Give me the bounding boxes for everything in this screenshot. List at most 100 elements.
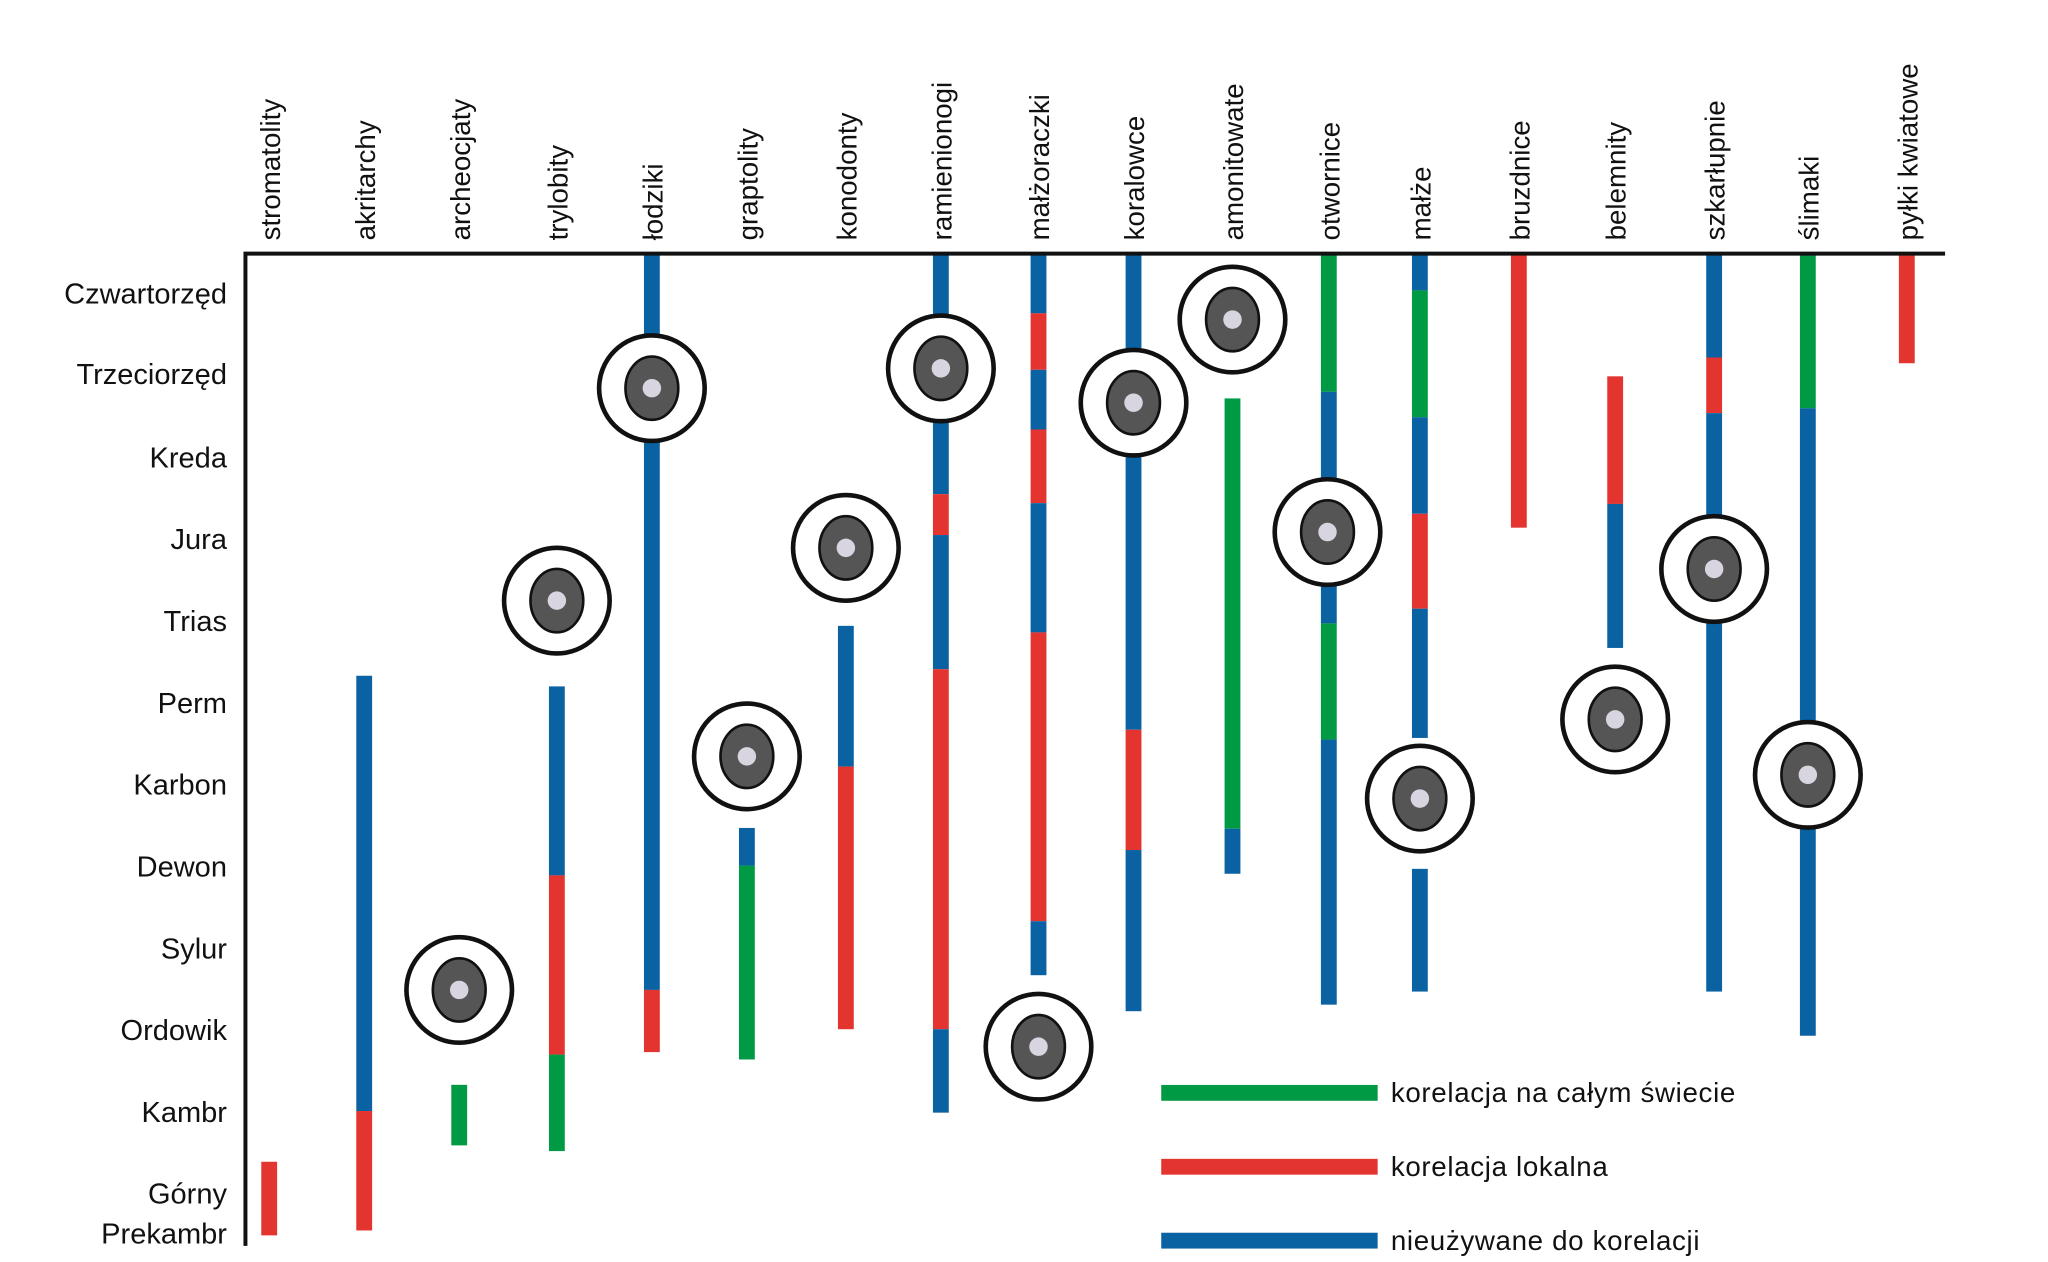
bar-segment-global	[451, 1084, 468, 1146]
ostracod-icon	[983, 991, 1094, 1102]
bar-segment-local	[1510, 253, 1527, 528]
column-label: belemnity	[1601, 122, 1632, 241]
bar-segment-local	[548, 875, 565, 1055]
column-label: konodonty	[831, 112, 862, 240]
bar-segment-local	[1125, 729, 1142, 851]
period-label: Sylur	[161, 933, 227, 965]
gastropod-icon	[1752, 719, 1863, 830]
column-label: akritarchy	[350, 120, 381, 240]
column-label: graptolity	[732, 128, 763, 241]
period-label: Kambr	[142, 1097, 228, 1129]
period-label: Dewon	[137, 851, 227, 883]
legend: korelacja na całym świecie korelacja loka…	[1161, 1077, 1736, 1256]
period-label: Czwartorzęd	[64, 279, 227, 311]
legend-swatch-global	[1161, 1084, 1378, 1101]
bar-segment-local	[1030, 632, 1047, 922]
bar-segment-unused	[1320, 739, 1337, 1005]
legend-label: nieużywane do korelacji	[1391, 1225, 1700, 1256]
bar-segment-local	[1030, 313, 1047, 370]
bar-segment-local	[356, 1111, 373, 1231]
brachiopod-icon	[885, 313, 996, 424]
bar-segment-unused	[1125, 850, 1142, 1012]
period-label: Jura	[171, 524, 228, 556]
bar-segment-local	[932, 669, 949, 1030]
trilobite-icon	[501, 545, 612, 656]
bar-segment-unused	[1411, 868, 1428, 992]
column-label: otwornice	[1314, 122, 1345, 241]
foraminifera-icon	[1272, 476, 1383, 588]
column-label: bruzdnice	[1504, 120, 1535, 240]
belemnite-icon	[1560, 664, 1671, 775]
bar-segment-global	[1320, 623, 1337, 740]
bar-segment-global	[1224, 398, 1241, 829]
bar-segment-unused	[932, 535, 949, 670]
bar-segment-global	[1411, 290, 1428, 418]
column-label: ramienionogi	[926, 82, 957, 241]
bar-segment-unused	[1030, 369, 1047, 430]
bar-segment-unused	[356, 675, 373, 1112]
column-label: stromatolity	[255, 99, 286, 241]
conodont-icon	[790, 492, 901, 603]
period-label: Górny Prekambr	[101, 1179, 227, 1251]
column-label: amonitowate	[1218, 83, 1249, 240]
bar-segment-unused	[1030, 503, 1047, 633]
archaeocyath-icon	[404, 934, 515, 1046]
period-label: Karbon	[133, 770, 227, 802]
bar-segment-unused	[548, 686, 565, 876]
bar-segment-local	[1411, 513, 1428, 609]
legend-swatch-unused	[1161, 1232, 1378, 1249]
axis-frame	[243, 251, 1946, 1246]
legend-label: korelacja lokalna	[1391, 1151, 1609, 1182]
bar-segment-global	[1799, 253, 1816, 409]
bar-segment-local	[1898, 253, 1915, 364]
period-label: Perm	[158, 688, 227, 720]
column-label: małże	[1405, 166, 1436, 240]
column-label: łodziki	[637, 163, 668, 240]
column-labels: stromatolity akritarchy archeocjaty trylobi…	[255, 63, 1924, 240]
bar-segment-unused	[1125, 253, 1142, 730]
bar-segment-unused	[1411, 417, 1428, 514]
column-label: trylobity	[542, 145, 573, 241]
bivalve-icon	[1364, 743, 1475, 854]
bar-segment-global	[1320, 253, 1337, 392]
period-label: Ordowik	[121, 1015, 228, 1047]
bar-segment-local	[643, 989, 660, 1053]
period-labels: Czwartorzęd Trzeciorzęd Kreda Jura Trias Perm…	[64, 279, 228, 1251]
coral-icon	[1078, 347, 1189, 458]
column-label: ślimaki	[1793, 156, 1824, 241]
bar-segment-local	[1607, 376, 1624, 504]
column-label: małżoraczki	[1024, 94, 1055, 240]
echinoid-icon	[1659, 513, 1770, 625]
bar-segment-local	[1030, 429, 1047, 504]
column-label: archeocjaty	[445, 99, 476, 241]
bar-segment-global	[548, 1054, 565, 1152]
bar-segment-unused	[1411, 608, 1428, 738]
bar-segment-unused	[1706, 253, 1723, 358]
bar-segment-local	[1706, 357, 1723, 414]
bar-segment-global	[738, 865, 755, 1060]
bar-segment-local	[837, 766, 854, 1030]
ammonite-icon	[1177, 264, 1288, 375]
bar-segment-unused	[1607, 503, 1624, 648]
bar-segment-unused	[1030, 921, 1047, 976]
bar-segment-local	[261, 1161, 278, 1236]
bar-segment-unused	[1706, 413, 1723, 992]
fossil-icons	[404, 264, 1863, 1102]
bar-segment-unused	[932, 1029, 949, 1113]
column-label: szkarłupnie	[1700, 100, 1731, 240]
bar-segment-unused	[1224, 828, 1241, 874]
bar-segment-unused	[1411, 253, 1428, 291]
bar-segment-unused	[837, 625, 854, 767]
legend-label: korelacja na całym świecie	[1391, 1077, 1736, 1108]
nautilus-icon	[596, 333, 707, 444]
period-label: Kreda	[150, 442, 228, 474]
column-label: koralowce	[1119, 116, 1150, 241]
graptolite-icon	[691, 701, 802, 812]
bar-segment-unused	[738, 827, 755, 866]
column-label: pyłki kwiatowe	[1892, 63, 1923, 240]
bar-segment-local	[932, 494, 949, 536]
legend-swatch-local	[1161, 1158, 1378, 1175]
period-label: Trias	[164, 606, 227, 638]
bar-segment-unused	[1030, 253, 1047, 314]
